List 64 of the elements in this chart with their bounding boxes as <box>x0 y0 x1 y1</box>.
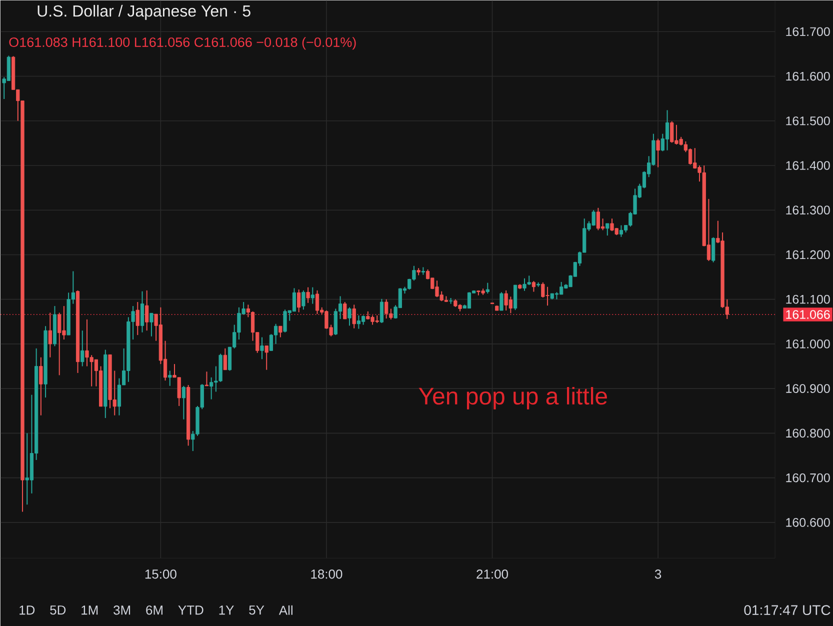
y-tick-label: 161.400 <box>786 161 830 170</box>
x-tick-label: 18:00 <box>311 569 342 579</box>
x-tick-label: 3 <box>654 569 662 579</box>
candlestick <box>136 301 140 336</box>
text: 3M <box>114 605 130 615</box>
candlestick <box>606 222 610 236</box>
y-tick-label: 160.700 <box>786 473 830 482</box>
y-tick-label: 161.100 <box>786 294 830 304</box>
candlestick <box>310 286 314 304</box>
candlestick <box>712 236 716 263</box>
candlestick <box>264 345 268 370</box>
candlestick <box>48 312 52 358</box>
candlestick <box>168 370 172 386</box>
candlestick <box>182 385 186 420</box>
candlestick <box>260 336 264 360</box>
candlestick <box>140 290 144 333</box>
annotation: Yen pop up a little <box>418 386 607 410</box>
candlestick <box>500 292 504 311</box>
candlestick <box>315 290 320 315</box>
y-tick-label: 160.600 <box>786 518 830 527</box>
candlestick <box>352 304 356 329</box>
x-tick-label: 15:00 <box>145 569 176 579</box>
candlestick <box>665 110 670 151</box>
candlestick <box>343 301 347 320</box>
text: YTD <box>178 606 204 615</box>
candlestick <box>223 348 227 370</box>
y-tick-label: 161.500 <box>786 116 830 126</box>
candlestick <box>513 284 518 310</box>
chart-title: U.S. Dollar / Japanese Yen · 5 <box>38 4 250 20</box>
text: 5D <box>50 606 66 615</box>
candlestick <box>361 314 366 326</box>
text: 01:17:47 UTC <box>744 605 830 616</box>
candlestick <box>145 290 149 332</box>
text: 1M <box>82 606 98 615</box>
candlestick <box>150 312 154 337</box>
candlestick <box>348 306 352 326</box>
candlestick <box>39 356 43 416</box>
y-tick-label: 161.600 <box>786 72 830 81</box>
candlestick <box>306 286 310 304</box>
y-tick-label: 161.000 <box>786 339 830 348</box>
candlestick <box>302 290 306 310</box>
ref-line-label: 161.066 <box>786 310 830 319</box>
candlestick <box>656 138 660 168</box>
y-tick-label: 161.200 <box>786 250 830 260</box>
candlestick <box>80 330 84 367</box>
candlestick <box>297 288 301 313</box>
y-tick-label: 161.700 <box>786 27 830 36</box>
text: 1Y <box>219 606 234 615</box>
text: 6M <box>146 605 162 615</box>
text: 1D <box>20 606 35 615</box>
candlestick <box>278 326 282 338</box>
annotation: O161.083 H161.100 L161.056 C161.066 −0.018 (−0.01%) <box>9 37 356 50</box>
candlestick <box>204 371 209 386</box>
text: 5Y <box>249 606 264 615</box>
candlestick <box>380 298 384 324</box>
y-tick-label: 160.800 <box>786 428 830 438</box>
text: All <box>278 605 292 615</box>
candlestick <box>486 282 490 294</box>
y-tick-label: 160.900 <box>786 384 830 393</box>
x-tick-label: 21:00 <box>476 569 508 579</box>
candlestick <box>532 280 536 292</box>
candlestick <box>356 314 361 330</box>
candlestick <box>619 224 624 238</box>
y-tick-label: 161.300 <box>786 206 830 214</box>
